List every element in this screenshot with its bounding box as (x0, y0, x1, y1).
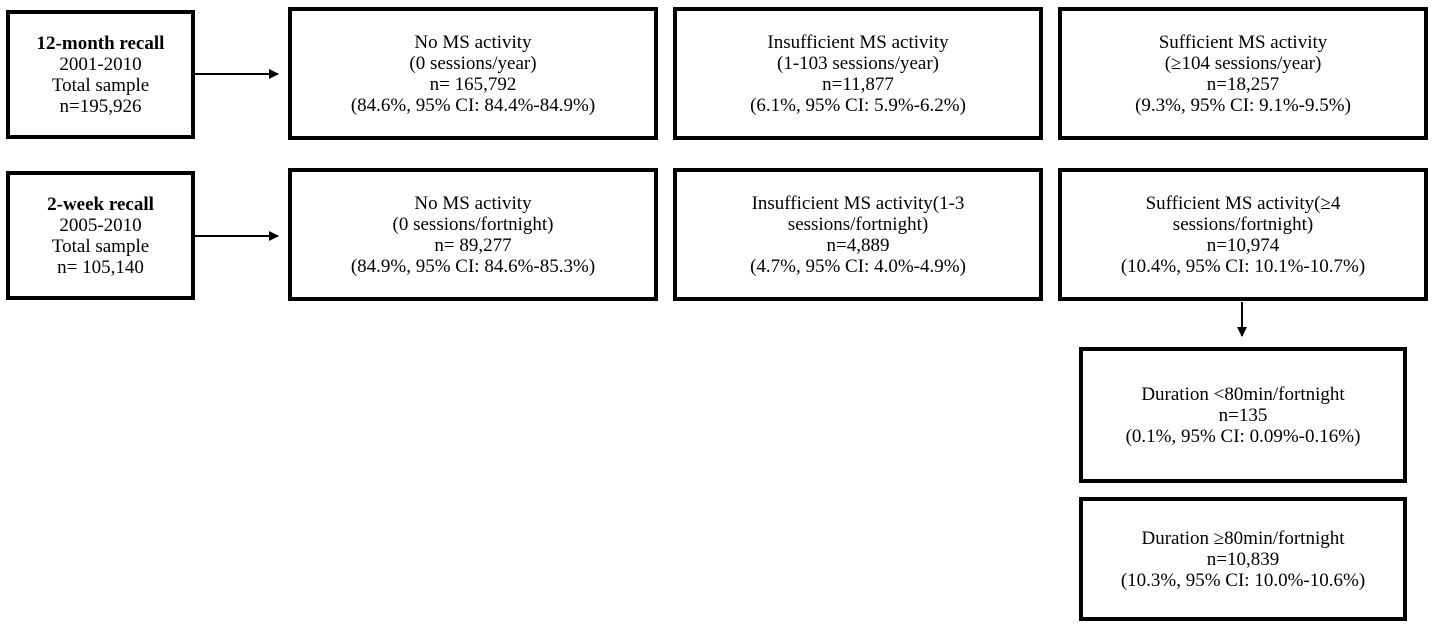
box-line: n=4,889 (826, 234, 890, 256)
box-duration-80-plus: Duration ≥80min/fortnight n=10,839 (10.3… (1079, 497, 1407, 621)
box-line: (1-103 sessions/year) (777, 52, 939, 74)
box-line: Duration ≥80min/fortnight (1141, 527, 1345, 549)
box-line: (10.3%, 95% CI: 10.0%-10.6%) (1120, 569, 1366, 591)
box-2week-insufficient: Insufficient MS activity(1-3 sessions/fo… (673, 168, 1043, 301)
box-line: sessions/fortnight) (787, 213, 929, 235)
source-title: 12-month recall (36, 32, 165, 54)
box-12month-sufficient: Sufficient MS activity (≥104 sessions/ye… (1058, 7, 1428, 140)
box-line: Sufficient MS activity (1158, 31, 1328, 53)
box-line: Insufficient MS activity (767, 31, 949, 53)
box-line: Insufficient MS activity(1-3 (751, 192, 965, 214)
box-line: (9.3%, 95% CI: 9.1%-9.5%) (1135, 94, 1351, 116)
box-line: (4.7%, 95% CI: 4.0%-4.9%) (750, 255, 966, 277)
box-12month-no-activity: No MS activity (0 sessions/year) n= 165,… (288, 7, 658, 140)
source-box-12month: 12-month recall 2001-2010 Total sample n… (6, 10, 195, 139)
box-line: n=10,839 (1206, 548, 1280, 570)
box-line: (10.4%, 95% CI: 10.1%-10.7%) (1120, 255, 1366, 277)
box-2week-no-activity: No MS activity (0 sessions/fortnight) n=… (288, 168, 658, 301)
box-line: (0.1%, 95% CI: 0.09%-0.16%) (1125, 425, 1361, 447)
box-line: Sufficient MS activity(≥4 (1145, 192, 1341, 214)
box-line: No MS activity (414, 192, 532, 214)
box-line: n=18,257 (1206, 73, 1280, 95)
source-box-2week: 2-week recall 2005-2010 Total sample n= … (6, 171, 195, 300)
source-label: Total sample (51, 235, 150, 257)
source-years: 2001-2010 (59, 53, 142, 75)
box-duration-under-80: Duration <80min/fortnight n=135 (0.1%, 9… (1079, 347, 1407, 483)
box-12month-insufficient: Insufficient MS activity (1-103 sessions… (673, 7, 1043, 140)
box-line: (0 sessions/fortnight) (392, 213, 554, 235)
source-title: 2-week recall (47, 193, 154, 215)
box-line: n= 89,277 (434, 234, 512, 256)
box-line: (84.6%, 95% CI: 84.4%-84.9%) (350, 94, 596, 116)
box-line: (0 sessions/year) (409, 52, 537, 74)
box-line: No MS activity (414, 31, 532, 53)
source-years: 2005-2010 (59, 214, 142, 236)
source-label: Total sample (51, 74, 150, 96)
box-line: Duration <80min/fortnight (1141, 383, 1345, 405)
box-line: sessions/fortnight) (1172, 213, 1314, 235)
box-line: (6.1%, 95% CI: 5.9%-6.2%) (750, 94, 966, 116)
source-n: n= 105,140 (57, 256, 144, 278)
box-line: n= 165,792 (429, 73, 517, 95)
box-line: n=135 (1218, 404, 1268, 426)
box-line: n=11,877 (822, 73, 894, 95)
box-2week-sufficient: Sufficient MS activity(≥4 sessions/fortn… (1058, 168, 1428, 301)
box-line: n=10,974 (1206, 234, 1280, 256)
box-line: (84.9%, 95% CI: 84.6%-85.3%) (350, 255, 596, 277)
box-line: (≥104 sessions/year) (1164, 52, 1322, 74)
source-n: n=195,926 (59, 95, 142, 117)
